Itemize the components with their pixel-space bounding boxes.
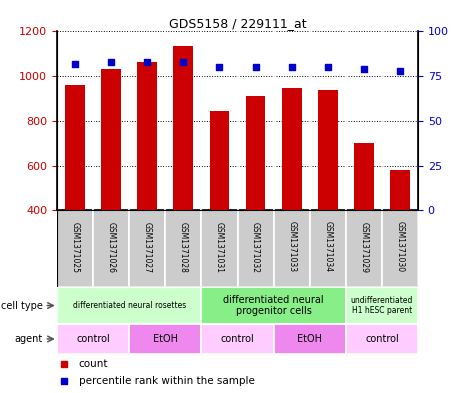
Bar [93,210,129,287]
Text: percentile rank within the sample: percentile rank within the sample [79,376,255,386]
Point [107,59,115,65]
Text: agent: agent [14,334,43,344]
Point [60,360,68,367]
Bar [346,210,382,287]
Text: GSM1371033: GSM1371033 [287,222,296,273]
Bar [238,210,274,287]
Bar [382,210,418,287]
Bar [129,210,165,287]
Bar [201,210,238,287]
Title: GDS5158 / 229111_at: GDS5158 / 229111_at [169,17,306,30]
Bar [57,324,129,354]
Bar [201,287,346,324]
Bar [173,46,193,210]
Bar [129,324,201,354]
Point [143,59,151,65]
Bar [165,210,201,287]
Bar [201,324,274,354]
Point [216,64,223,70]
Point [360,66,368,72]
Bar [310,210,346,287]
Text: EtOH: EtOH [297,334,322,344]
Bar [346,287,418,324]
Text: count: count [79,358,108,369]
Point [324,64,332,70]
Bar [282,88,302,210]
Point [71,61,79,67]
Text: differentiated neural rosettes: differentiated neural rosettes [73,301,186,310]
Text: GSM1371028: GSM1371028 [179,222,188,272]
Text: control: control [220,334,255,344]
Bar [209,111,229,210]
Text: differentiated neural
progenitor cells: differentiated neural progenitor cells [223,295,324,316]
Bar [246,96,266,210]
Bar [390,170,410,210]
Bar [65,85,85,210]
Bar [101,70,121,210]
Point [60,378,68,384]
Text: GSM1371030: GSM1371030 [396,222,404,273]
Point [180,59,187,65]
Text: control: control [76,334,110,344]
Bar [354,143,374,210]
Bar [318,90,338,210]
Text: EtOH: EtOH [153,334,178,344]
Bar [137,62,157,210]
Point [396,68,404,74]
Text: control: control [365,334,399,344]
Bar [274,324,346,354]
Text: GSM1371026: GSM1371026 [107,222,115,272]
Text: GSM1371027: GSM1371027 [143,222,152,272]
Bar [274,210,310,287]
Bar [57,210,93,287]
Bar [346,324,418,354]
Text: GSM1371029: GSM1371029 [360,222,368,272]
Text: GSM1371025: GSM1371025 [71,222,79,272]
Text: GSM1371032: GSM1371032 [251,222,260,272]
Text: GSM1371031: GSM1371031 [215,222,224,272]
Text: GSM1371034: GSM1371034 [323,222,332,273]
Text: undifferentiated
H1 hESC parent: undifferentiated H1 hESC parent [351,296,413,315]
Point [288,64,295,70]
Text: cell type: cell type [0,301,43,310]
Point [252,64,259,70]
Bar [57,287,201,324]
